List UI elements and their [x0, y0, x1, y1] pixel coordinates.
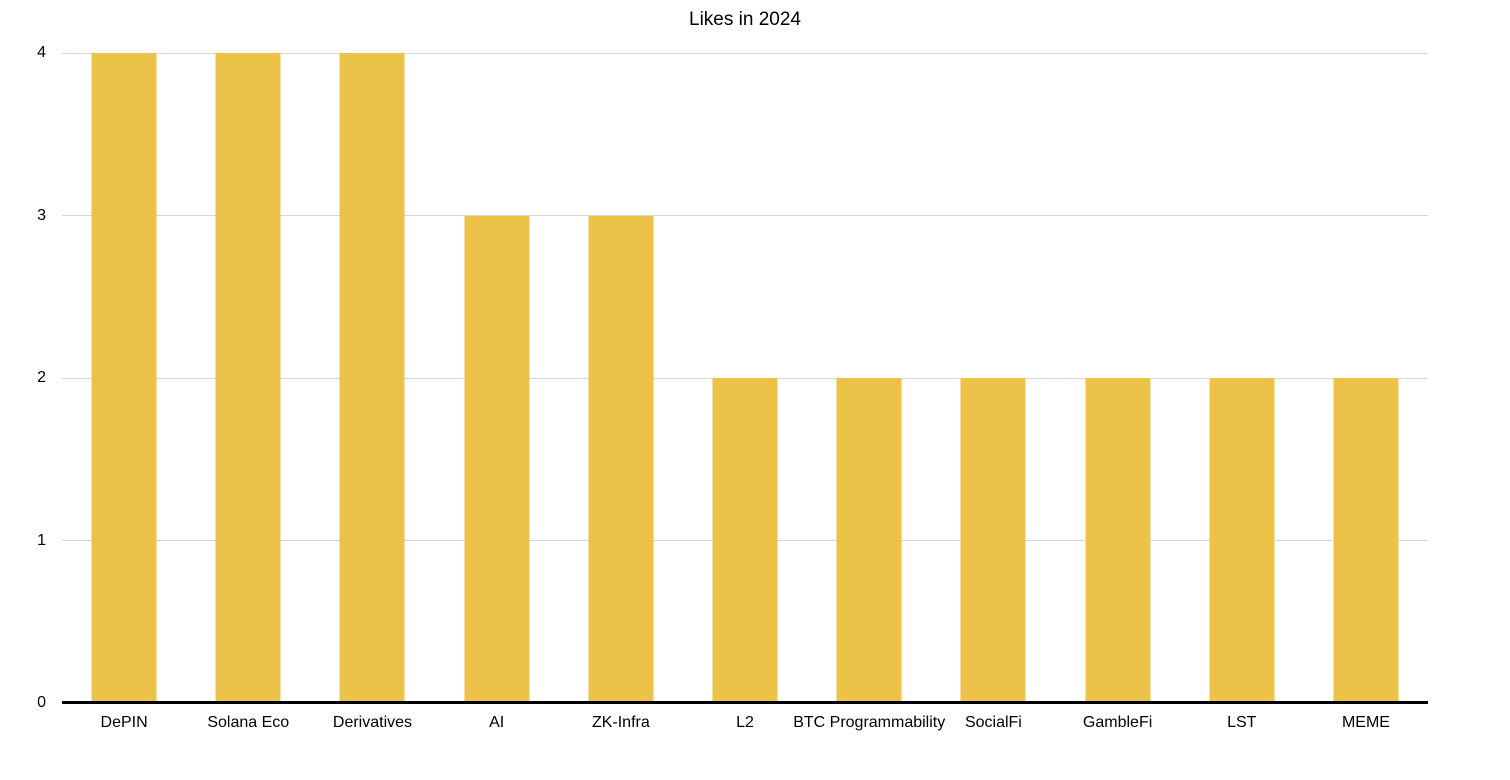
bar	[339, 53, 405, 703]
x-axis-label: L2	[736, 714, 754, 731]
y-axis-tick-label: 4	[37, 44, 46, 61]
gridline	[62, 215, 1428, 216]
bar	[836, 378, 902, 703]
x-axis-slot: SocialFi	[931, 714, 1055, 736]
x-axis-label: LST	[1227, 714, 1257, 731]
bar	[712, 378, 778, 703]
bar-slot	[931, 53, 1055, 703]
x-axis-slot: Derivatives	[310, 714, 434, 736]
x-axis-slot: ZK-Infra	[559, 714, 683, 736]
x-axis-label: BTC Programmability	[793, 714, 946, 731]
bar-slot	[559, 53, 683, 703]
bar-slot	[186, 53, 310, 703]
chart-title: Likes in 2024	[689, 9, 801, 30]
x-axis-slot: Solana Eco	[186, 714, 310, 736]
y-axis-tick-label: 2	[37, 369, 46, 386]
bar	[215, 53, 281, 703]
y-axis-tick-label: 1	[37, 531, 46, 549]
x-axis-slot: AI	[435, 714, 559, 736]
x-axis-label: MEME	[1341, 714, 1390, 731]
bar-slot	[1304, 53, 1428, 703]
x-axis-slot: DePIN	[62, 714, 186, 736]
x-axis-label: SocialFi	[964, 714, 1022, 731]
bar-slot	[683, 53, 807, 703]
x-axis-label: AI	[489, 714, 505, 731]
x-axis-slot: LST	[1180, 714, 1304, 736]
bar-slot	[310, 53, 434, 703]
gridline	[62, 52, 1428, 54]
x-axis-label: ZK-Infra	[591, 714, 650, 731]
bar-slot	[807, 53, 931, 703]
bar	[960, 378, 1026, 703]
bar-slot	[1180, 53, 1304, 703]
bar	[1333, 378, 1399, 703]
y-axis-tick-label: 3	[37, 206, 46, 224]
x-axis-label: DePIN	[100, 714, 148, 731]
y-axis-tick-label: 0	[37, 694, 46, 711]
bar	[91, 53, 157, 703]
x-axis: DePIN Solana Eco Derivatives AI ZK-Infra L2 BT…	[62, 714, 1428, 736]
x-axis-label: Solana Eco	[207, 714, 290, 731]
x-axis-line	[62, 701, 1428, 704]
y-axis: 0 1 2 3 4	[0, 45, 46, 711]
plot-area	[62, 52, 1428, 704]
bar	[588, 215, 654, 703]
x-axis-slot: BTC Programmability	[793, 714, 945, 736]
bar	[1085, 378, 1151, 703]
bar-slot	[1056, 53, 1180, 703]
x-axis-label: GambleFi	[1082, 714, 1153, 731]
bars-group	[62, 53, 1428, 703]
x-axis-slot: L2	[683, 714, 807, 736]
bar	[464, 215, 530, 703]
x-axis-slot: GambleFi	[1056, 714, 1180, 736]
x-axis-label: Derivatives	[332, 714, 413, 731]
bar-slot	[62, 53, 186, 703]
bar	[1209, 378, 1275, 703]
x-axis-slot: MEME	[1304, 714, 1428, 736]
bar-slot	[435, 53, 559, 703]
